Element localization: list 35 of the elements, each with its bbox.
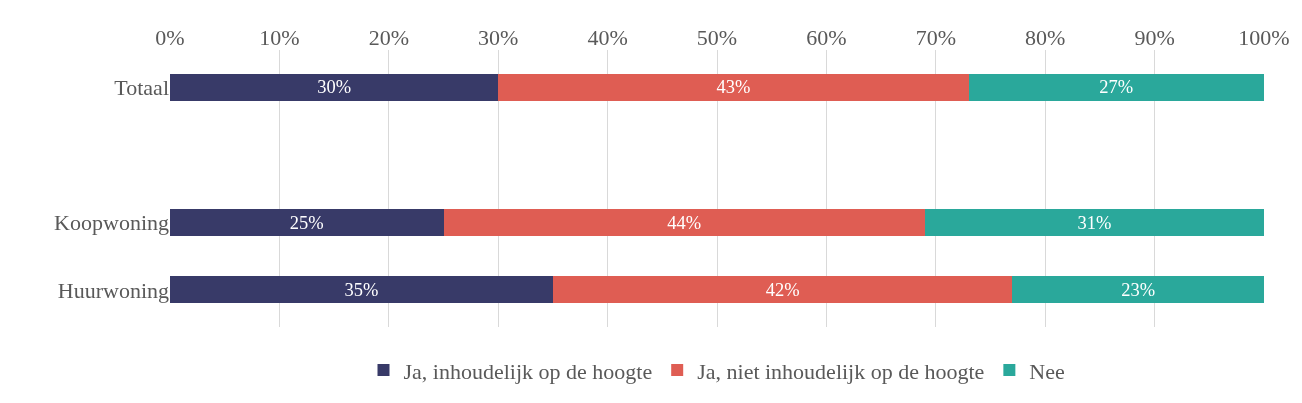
legend-label: Nee	[1029, 358, 1065, 384]
data-label: 42%	[765, 280, 800, 301]
legend-label: Ja, inhoudelijk op de hoogte	[403, 358, 653, 384]
bar	[170, 208, 444, 236]
bar	[170, 276, 553, 304]
x-tick-label: 50%	[696, 24, 738, 50]
x-tick-label: 10%	[259, 24, 300, 50]
x-tick-label: 0%	[155, 24, 185, 50]
legend-label: Ja, niet inhoudelijk op de hoogte	[697, 358, 985, 384]
bar	[552, 276, 1013, 304]
x-tick-label: 20%	[368, 24, 409, 50]
bar	[924, 208, 1264, 236]
data-label: 30%	[317, 77, 352, 98]
bar	[170, 73, 499, 101]
bar	[443, 208, 925, 236]
data-label: 31%	[1077, 212, 1112, 233]
x-tick-label: 60%	[806, 24, 847, 50]
y-tick-label: Huurwoning	[57, 277, 169, 303]
x-tick-label: 80%	[1025, 24, 1066, 50]
data-label: 43%	[716, 77, 751, 98]
bar	[968, 73, 1264, 101]
bar	[498, 73, 969, 101]
x-tick-label: 40%	[587, 24, 628, 50]
x-tick-label: 90%	[1134, 24, 1175, 50]
x-tick-label: 70%	[915, 24, 956, 50]
data-label: 35%	[344, 280, 379, 301]
x-tick-label: 100%	[1238, 24, 1290, 50]
y-tick-label: Totaal	[114, 74, 169, 100]
x-tick-label: 30%	[478, 24, 519, 50]
data-label: 25%	[289, 212, 324, 233]
y-tick-label: Koopwoning	[54, 209, 169, 235]
data-label: 23%	[1121, 280, 1156, 301]
bar	[1012, 276, 1264, 304]
data-label: 27%	[1099, 77, 1134, 98]
data-label: 44%	[667, 212, 702, 233]
